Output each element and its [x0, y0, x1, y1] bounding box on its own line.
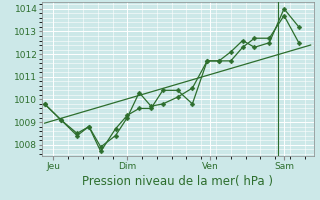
X-axis label: Pression niveau de la mer( hPa ): Pression niveau de la mer( hPa ) — [82, 175, 273, 188]
